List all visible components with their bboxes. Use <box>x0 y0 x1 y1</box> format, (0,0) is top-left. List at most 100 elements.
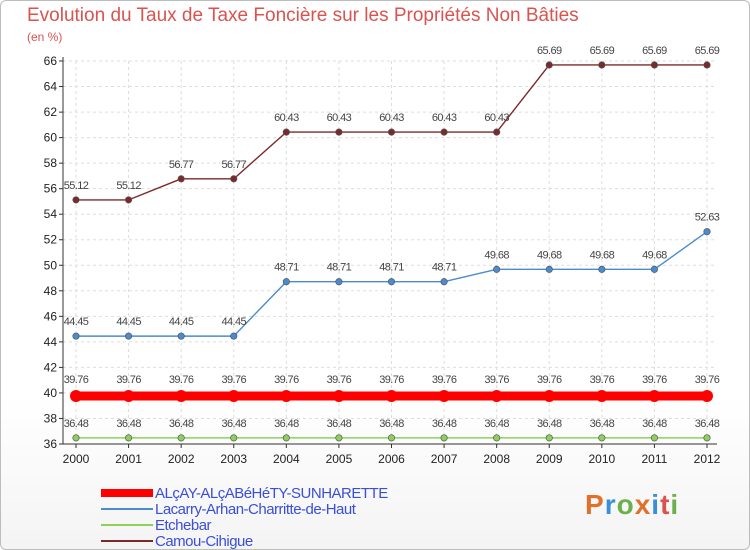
data-label: 44.45 <box>64 316 89 328</box>
data-label: 48.71 <box>274 262 299 274</box>
legend-item: Lacarry-Arhan-Charritte-de-Haut <box>101 500 388 518</box>
legend-item: ALçAY-ALçABéHéTY-SUNHARETTE <box>101 484 388 502</box>
data-label: 39.76 <box>695 374 720 386</box>
data-label: 65.69 <box>695 45 720 57</box>
data-point <box>703 434 711 442</box>
data-point <box>282 278 290 286</box>
data-point <box>177 434 185 442</box>
data-point <box>545 434 553 442</box>
data-label: 39.76 <box>221 374 246 386</box>
legend-item: Camou-Cihigue <box>101 533 388 549</box>
legend-label: ALçAY-ALçABéHéTY-SUNHARETTE <box>155 484 388 502</box>
x-tick-label: 2004 <box>273 452 300 466</box>
data-point <box>493 128 501 136</box>
data-label: 36.48 <box>379 418 404 430</box>
data-label: 55.12 <box>64 180 89 192</box>
data-label: 39.76 <box>590 374 615 386</box>
y-tick-label: 52 <box>44 233 58 247</box>
data-label: 36.48 <box>432 418 457 430</box>
data-label: 55.12 <box>116 180 141 192</box>
legend-swatch <box>101 489 153 497</box>
data-point <box>72 434 80 442</box>
data-point <box>545 61 553 69</box>
legend-label: Lacarry-Arhan-Charritte-de-Haut <box>155 500 356 518</box>
logo-letter: i <box>670 489 680 520</box>
y-tick-label: 64 <box>44 80 58 94</box>
legend-label: Etchebar <box>155 516 212 534</box>
data-point <box>282 128 290 136</box>
data-label: 60.43 <box>484 112 509 124</box>
data-point <box>545 265 553 273</box>
x-tick-label: 2000 <box>63 452 90 466</box>
data-point <box>70 389 82 402</box>
proxiti-logo: Proxiti <box>585 489 679 521</box>
data-point <box>598 61 606 69</box>
logo-letter: r <box>604 489 617 520</box>
data-label: 39.76 <box>169 374 194 386</box>
data-point <box>543 389 556 402</box>
data-point <box>280 389 293 402</box>
data-point <box>175 389 188 402</box>
x-tick-label: 2010 <box>588 452 615 466</box>
data-point <box>598 265 606 273</box>
data-point <box>125 196 133 204</box>
data-label: 65.69 <box>590 45 615 57</box>
logo-letter: t <box>660 489 671 520</box>
data-label: 60.43 <box>327 112 352 124</box>
data-label: 48.71 <box>327 262 352 274</box>
x-tick-label: 2006 <box>378 452 405 466</box>
data-label: 44.45 <box>221 316 246 328</box>
data-label: 56.77 <box>169 159 194 171</box>
y-tick-label: 36 <box>44 437 58 451</box>
data-point <box>648 389 661 402</box>
y-tick-label: 62 <box>44 105 58 119</box>
y-tick-label: 40 <box>44 386 58 400</box>
x-tick-label: 2009 <box>536 452 563 466</box>
y-tick-label: 46 <box>44 309 58 323</box>
y-tick-label: 60 <box>44 131 58 145</box>
data-label: 36.48 <box>327 418 352 430</box>
data-point <box>125 332 133 340</box>
data-label: 39.76 <box>642 374 667 386</box>
data-label: 36.48 <box>274 418 299 430</box>
data-label: 39.76 <box>379 374 404 386</box>
data-label: 48.71 <box>432 262 457 274</box>
y-tick-label: 42 <box>44 360 58 374</box>
data-label: 39.76 <box>64 374 89 386</box>
data-point <box>282 434 290 442</box>
legend: ALçAY-ALçABéHéTY-SUNHARETTE Lacarry-Arhan… <box>101 485 388 549</box>
data-label: 36.48 <box>221 418 246 430</box>
data-point <box>650 61 658 69</box>
data-label: 39.76 <box>432 374 457 386</box>
data-label: 52.63 <box>695 212 720 224</box>
data-point <box>650 434 658 442</box>
data-point <box>493 265 501 273</box>
data-label: 65.69 <box>537 45 562 57</box>
data-point <box>335 434 343 442</box>
chart-title: Evolution du Taux de Taxe Foncière sur l… <box>27 5 579 26</box>
y-tick-label: 66 <box>44 54 58 68</box>
x-tick-label: 2011 <box>642 452 668 466</box>
data-label: 36.48 <box>642 418 667 430</box>
data-point <box>493 434 501 442</box>
data-label: 36.48 <box>116 418 141 430</box>
data-point <box>122 389 135 402</box>
legend-label: Camou-Cihigue <box>155 532 253 550</box>
data-label: 60.43 <box>432 112 457 124</box>
y-tick-label: 56 <box>44 182 58 196</box>
data-point <box>595 389 608 402</box>
data-point <box>227 389 240 402</box>
data-label: 49.68 <box>537 249 562 261</box>
data-label: 65.69 <box>642 45 667 57</box>
data-label: 60.43 <box>274 112 299 124</box>
data-point <box>387 128 396 136</box>
legend-swatch <box>101 524 153 526</box>
data-label: 39.76 <box>484 374 509 386</box>
x-tick-label: 2008 <box>483 452 510 466</box>
y-tick-label: 58 <box>44 156 58 170</box>
legend-swatch <box>101 508 153 510</box>
x-tick-label: 2001 <box>115 452 142 466</box>
data-point <box>72 332 80 340</box>
data-point <box>387 434 396 442</box>
